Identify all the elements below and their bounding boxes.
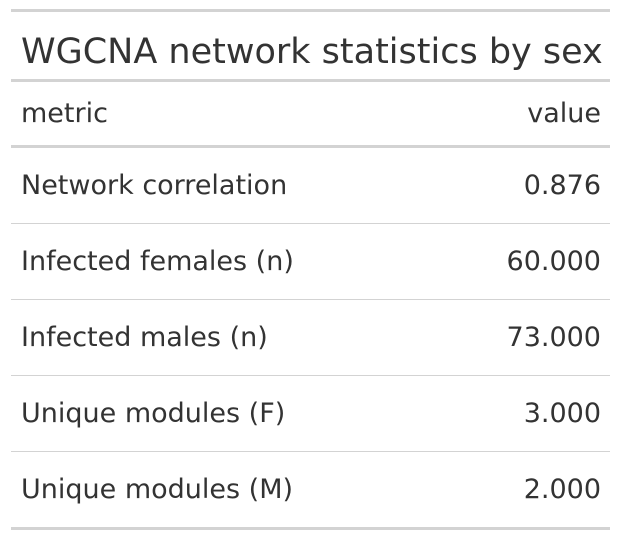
metric-cell: Unique modules (F) bbox=[21, 398, 286, 429]
stats-table: WGCNA network statistics by sex metric v… bbox=[11, 9, 610, 530]
table-row: Unique modules (F) 3.000 bbox=[11, 376, 610, 452]
value-cell: 73.000 bbox=[506, 322, 601, 353]
column-header-metric: metric bbox=[21, 98, 108, 129]
table-row: Infected males (n) 73.000 bbox=[11, 300, 610, 376]
table-row: Unique modules (M) 2.000 bbox=[11, 452, 610, 527]
column-header-row: metric value bbox=[11, 82, 610, 148]
metric-cell: Unique modules (M) bbox=[21, 474, 294, 505]
table-row: Network correlation 0.876 bbox=[11, 148, 610, 224]
table-title: WGCNA network statistics by sex bbox=[11, 12, 610, 82]
metric-cell: Infected females (n) bbox=[21, 246, 294, 277]
table-body: Network correlation 0.876 Infected femal… bbox=[11, 148, 610, 527]
metric-cell: Infected males (n) bbox=[21, 322, 268, 353]
table-row: Infected females (n) 60.000 bbox=[11, 224, 610, 300]
value-cell: 0.876 bbox=[523, 170, 601, 201]
value-cell: 3.000 bbox=[523, 398, 601, 429]
value-cell: 2.000 bbox=[523, 474, 601, 505]
column-header-value: value bbox=[527, 98, 601, 129]
metric-cell: Network correlation bbox=[21, 170, 288, 201]
value-cell: 60.000 bbox=[506, 246, 601, 277]
